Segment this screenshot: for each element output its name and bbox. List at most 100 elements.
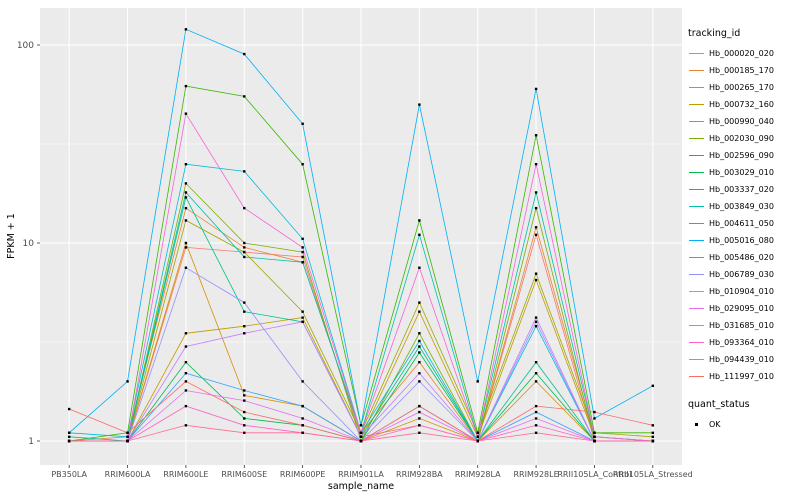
x-tick-label: RRIM600LA: [105, 470, 151, 479]
legend-item-Hb_005016_080: Hb_005016_080: [688, 232, 798, 249]
data-point: [184, 206, 188, 210]
data-point: [418, 361, 421, 364]
legend-line-swatch: [688, 318, 704, 334]
y-tick-labels: 1 10 100: [17, 41, 34, 447]
legend-item-Hb_000020_020: Hb_000020_020: [688, 45, 798, 62]
data-point: [418, 233, 421, 237]
data-point: [243, 250, 246, 254]
legend-item-label: Hb_029095_010: [709, 304, 774, 313]
data-point: [534, 206, 538, 210]
legend-item-quant-OK: OK: [688, 416, 798, 433]
data-point: [301, 320, 304, 323]
data-point: [359, 435, 363, 439]
data-point: [593, 435, 596, 439]
data-point: [534, 272, 538, 275]
legend-item-Hb_031685_010: Hb_031685_010: [688, 317, 798, 334]
data-point: [534, 278, 538, 282]
x-tick-label: RRII105LA_Control: [557, 470, 631, 479]
data-point: [476, 439, 479, 443]
legend-line-swatch: [688, 46, 704, 62]
data-point: [534, 320, 538, 323]
data-point: [243, 325, 246, 328]
data-point: [243, 301, 246, 304]
legend-line-swatch: [688, 131, 704, 147]
data-point: [534, 226, 538, 229]
legend-item-label: OK: [709, 420, 721, 429]
data-point: [67, 431, 71, 435]
legend-line-swatch: [688, 97, 704, 113]
data-point: [534, 361, 538, 364]
legend-item-Hb_000185_170: Hb_000185_170: [688, 62, 798, 79]
legend-item-label: Hb_000732_160: [709, 100, 774, 109]
data-point: [301, 310, 304, 313]
legend-line-swatch: [688, 165, 704, 181]
legend-item-label: Hb_003849_030: [709, 202, 774, 211]
legend-item-label: Hb_093364_010: [709, 338, 774, 347]
legend-item-label: Hb_002596_090: [709, 151, 774, 160]
data-point: [418, 339, 421, 343]
legend-point-swatch: [688, 417, 704, 433]
data-point: [184, 163, 188, 166]
data-point: [243, 431, 246, 435]
x-tick-label: PB350LA: [51, 470, 87, 479]
data-point: [243, 410, 246, 414]
data-point: [301, 260, 304, 264]
data-point: [184, 28, 188, 31]
data-point: [184, 219, 188, 222]
data-point: [418, 372, 421, 375]
data-point: [534, 325, 538, 328]
data-point: [243, 424, 246, 427]
data-point: [67, 407, 71, 411]
legend-item-label: Hb_000185_170: [709, 66, 774, 75]
x-tick-label: RRIM928BA: [396, 470, 443, 479]
legend-line-swatch: [688, 284, 704, 300]
data-point: [359, 431, 363, 435]
x-tick-label: RRIM928LE: [514, 470, 559, 479]
data-point: [184, 332, 188, 335]
data-point: [184, 404, 188, 408]
data-point: [418, 410, 421, 414]
data-point: [301, 246, 304, 249]
data-point: [301, 380, 304, 383]
legend-color-items: Hb_000020_020 Hb_000185_170 Hb_000265_170 H…: [688, 45, 798, 385]
legend-item-Hb_111997_010: Hb_111997_010: [688, 368, 798, 385]
data-point: [593, 431, 596, 435]
data-point: [243, 241, 246, 245]
data-point: [418, 417, 421, 420]
x-tick-label: RRIM600LE: [163, 470, 208, 479]
data-point: [418, 431, 421, 435]
data-point: [184, 84, 188, 88]
data-point: [534, 316, 538, 319]
data-point: [126, 380, 129, 383]
legend-line-swatch: [688, 182, 704, 198]
data-point: [243, 417, 246, 420]
legend-item-Hb_005486_020: Hb_005486_020: [688, 249, 798, 266]
legend-item-Hb_093364_010: Hb_093364_010: [688, 334, 798, 351]
x-tick-label: RRIM600SE: [221, 470, 267, 479]
legend-item-label: Hb_000020_020: [709, 49, 774, 58]
data-point: [243, 310, 246, 313]
data-point: [243, 255, 246, 259]
legend-item-label: Hb_111997_010: [709, 372, 774, 381]
data-point: [359, 439, 363, 443]
data-point: [593, 410, 596, 414]
data-point: [243, 246, 246, 249]
legend-item-Hb_003337_020: Hb_003337_020: [688, 181, 798, 198]
legend-item-Hb_006789_030: Hb_006789_030: [688, 266, 798, 283]
data-point: [184, 266, 188, 269]
data-point: [301, 250, 304, 254]
y-tick-label: 1: [28, 437, 34, 447]
data-point: [534, 404, 538, 408]
legend-item-label: Hb_002030_090: [709, 134, 774, 143]
data-point: [184, 372, 188, 375]
data-point: [534, 191, 538, 194]
data-point: [418, 266, 421, 269]
legend-line-swatch: [688, 301, 704, 317]
data-point: [301, 255, 304, 259]
data-point: [301, 431, 304, 435]
legend-line-swatch: [688, 216, 704, 232]
data-point: [184, 380, 188, 383]
data-point: [126, 431, 129, 435]
legend-line-swatch: [688, 233, 704, 249]
